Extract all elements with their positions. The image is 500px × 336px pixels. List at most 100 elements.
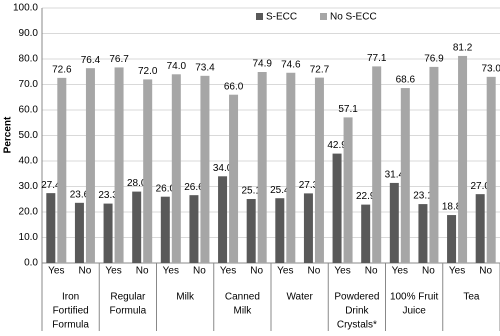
group-label: Iron — [62, 292, 79, 303]
bar — [160, 196, 170, 263]
bar — [246, 198, 256, 263]
value-label: 76.4 — [81, 55, 101, 66]
bar — [46, 193, 56, 263]
group-label: Milk — [233, 306, 252, 317]
group-label: Regular — [110, 292, 146, 303]
value-label: 68.6 — [396, 75, 416, 86]
value-label: 73.0 — [481, 63, 500, 74]
group-label: Milk — [176, 292, 195, 303]
value-label: 73.4 — [195, 62, 215, 73]
x-tick-label: Yes — [449, 266, 465, 277]
bar — [400, 88, 410, 263]
group-label: 100% Fruit — [390, 292, 439, 303]
y-tick-label: 60.0 — [19, 105, 39, 116]
x-tick-label: Yes — [220, 266, 236, 277]
value-label: 18.8 — [442, 202, 462, 213]
y-tick-label: 50.0 — [19, 130, 39, 141]
bar — [458, 55, 468, 263]
value-label: 81.2 — [453, 43, 473, 54]
bar — [361, 204, 371, 263]
y-tick-label: 80.0 — [19, 54, 39, 65]
x-tick-label: Yes — [392, 266, 408, 277]
bar — [286, 72, 296, 264]
legend-label: No S-ECC — [330, 12, 377, 23]
legend-label: S-ECC — [266, 12, 297, 23]
group-label: Drink — [345, 306, 369, 317]
y-tick-label: 10.0 — [19, 232, 39, 243]
bar — [372, 66, 382, 264]
bar — [429, 66, 439, 263]
value-label: 23.6 — [70, 189, 90, 200]
value-label: 42.9 — [327, 140, 347, 151]
legend-swatch — [256, 13, 263, 20]
bar — [57, 77, 67, 264]
bar — [314, 77, 324, 264]
bar — [389, 182, 399, 263]
x-tick-label: No — [79, 266, 92, 277]
group-label: Water — [286, 292, 313, 303]
x-tick-label: Yes — [105, 266, 121, 277]
bar — [114, 67, 124, 263]
bar — [275, 198, 285, 263]
bar — [103, 203, 113, 263]
value-label: 25.4 — [270, 185, 290, 196]
y-tick-label: 70.0 — [19, 79, 39, 90]
y-tick-label: 0.0 — [24, 258, 38, 269]
x-tick-label: No — [250, 266, 263, 277]
value-label: 26.0 — [156, 183, 176, 194]
value-label: 26.6 — [184, 182, 204, 193]
bar — [200, 75, 210, 263]
value-label: 72.0 — [138, 66, 158, 77]
y-tick-label: 40.0 — [19, 156, 39, 167]
x-tick-label: No — [193, 266, 206, 277]
group-label: Formula — [52, 320, 89, 331]
y-tick-label: 30.0 — [19, 181, 39, 192]
value-label: 74.0 — [167, 61, 187, 72]
x-tick-label: No — [308, 266, 321, 277]
bar — [418, 204, 428, 263]
legend-swatch — [320, 13, 327, 20]
x-tick-label: No — [136, 266, 149, 277]
x-tick-label: No — [365, 266, 378, 277]
bar — [189, 195, 199, 263]
value-label: 72.7 — [310, 64, 330, 75]
y-tick-label: 90.0 — [19, 28, 39, 39]
bar — [229, 94, 239, 263]
value-label: 72.6 — [52, 65, 72, 76]
bar — [74, 202, 84, 263]
value-label: 28.0 — [127, 178, 147, 189]
bar — [343, 117, 353, 264]
group-label: Juice — [402, 306, 426, 317]
bar — [132, 191, 142, 263]
value-label: 27.4 — [41, 180, 61, 191]
bar — [486, 76, 496, 263]
value-label: 66.0 — [224, 81, 244, 92]
bar — [171, 74, 181, 263]
bar — [218, 176, 228, 263]
value-label: 76.9 — [424, 54, 444, 65]
value-label: 57.1 — [338, 104, 358, 115]
bar — [447, 215, 457, 263]
x-tick-label: Yes — [277, 266, 293, 277]
bar — [143, 79, 153, 264]
value-label: 77.1 — [367, 53, 387, 64]
bar — [475, 194, 485, 263]
x-tick-label: No — [479, 266, 492, 277]
value-label: 22.9 — [356, 191, 376, 202]
group-label: Formula — [110, 306, 147, 317]
x-tick-label: Yes — [334, 266, 350, 277]
group-label: Canned — [225, 292, 260, 303]
group-label: Tea — [463, 292, 480, 303]
bar — [303, 193, 313, 263]
x-tick-label: Yes — [48, 266, 64, 277]
value-label: 25.1 — [241, 186, 261, 197]
value-label: 23.3 — [98, 190, 118, 201]
value-label: 23.1 — [413, 191, 433, 202]
value-label: 27.0 — [470, 181, 490, 192]
value-label: 27.3 — [299, 180, 319, 191]
bar — [85, 68, 95, 264]
value-label: 31.4 — [385, 170, 405, 181]
x-tick-label: No — [422, 266, 435, 277]
value-label: 76.7 — [109, 54, 129, 65]
